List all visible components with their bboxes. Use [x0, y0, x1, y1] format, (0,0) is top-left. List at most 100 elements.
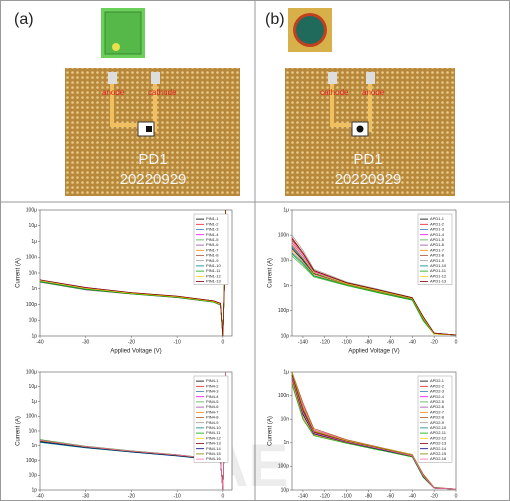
legend-label: PIN1-10 — [206, 263, 221, 268]
panel-label: (a) — [14, 11, 34, 28]
board-text: 20220929 — [120, 171, 187, 188]
x-tick-label: -10 — [174, 493, 181, 499]
board-text: 20220929 — [335, 171, 402, 188]
pin — [151, 72, 160, 84]
photo-label: cathode — [320, 88, 349, 97]
photo-label: anode — [362, 88, 385, 97]
y-tick-label: 1n — [31, 286, 37, 292]
y-tick-label: 1μ — [31, 239, 37, 245]
series-line — [291, 243, 457, 336]
y-tick-label: 1μ — [283, 369, 289, 375]
legend-label: PIN1-7 — [206, 247, 219, 252]
y-tick-label: 100μ — [26, 207, 37, 213]
legend-label: APD1-10 — [430, 263, 447, 268]
legend-label: APD1-7 — [430, 247, 445, 252]
y-axis-label: Current (A) — [16, 258, 22, 288]
y-axis-label: Current (A) — [16, 416, 22, 446]
legend-label: PIN4-14 — [206, 446, 221, 451]
y-tick-label: 1μ — [283, 207, 289, 213]
legend-label: APD1-2 — [430, 221, 445, 226]
legend-label: APD2-10 — [430, 425, 447, 430]
legend-label: APD2-8 — [430, 415, 445, 420]
y-tick-label: 10n — [29, 270, 38, 276]
y-tick-label: 10p — [29, 473, 38, 479]
legend-label: APD2-15 — [430, 451, 447, 456]
y-tick-label: 1n — [31, 443, 37, 449]
photo-label: anode — [102, 88, 125, 97]
x-tick-label: -20 — [431, 493, 438, 499]
legend-label: APD2-16 — [430, 456, 447, 461]
legend-label: PIN1-9 — [206, 258, 219, 263]
legend-label: PIN4-5 — [206, 399, 219, 404]
x-tick-label: -40 — [36, 339, 43, 345]
legend-label: APD1-1 — [430, 216, 445, 221]
x-tick-label: -10 — [174, 339, 181, 345]
y-tick-label: 100n — [26, 414, 37, 420]
x-tick-label: -60 — [387, 493, 394, 499]
legend-label: PIN4-9 — [206, 420, 219, 425]
pin — [328, 72, 337, 84]
y-tick-label: 100p — [26, 302, 37, 308]
y-tick-label: 100p — [278, 464, 289, 470]
legend-label: APD1-12 — [430, 273, 447, 278]
x-tick-label: -100 — [342, 339, 352, 345]
y-axis-label: Current (A) — [268, 258, 274, 288]
chip-area — [104, 11, 142, 55]
y-tick-label: 10n — [29, 428, 38, 434]
legend-label: PIN1-4 — [206, 232, 219, 237]
y-tick-label: 1p — [31, 487, 37, 493]
legend-label: PIN4-15 — [206, 451, 221, 456]
x-tick-label: -120 — [320, 493, 330, 499]
series-line — [291, 253, 457, 336]
legend-label: APD2-7 — [430, 409, 445, 414]
legend-label: APD2-9 — [430, 420, 445, 425]
y-tick-label: 100n — [278, 393, 289, 399]
photo-label: cathode — [148, 88, 177, 97]
legend-label: PIN4-3 — [206, 389, 219, 394]
legend-label: APD1-4 — [430, 232, 445, 237]
legend-label: APD1-9 — [430, 258, 445, 263]
legend-label: APD1-5 — [430, 237, 445, 242]
y-tick-label: 10n — [281, 417, 290, 423]
legend-label: PIN4-7 — [206, 409, 219, 414]
x-tick-label: -60 — [387, 339, 394, 345]
y-tick-label: 100n — [26, 255, 37, 261]
board-text: PD1 — [138, 151, 167, 168]
legend-label: PIN1-1 — [206, 216, 219, 221]
legend-label: PIN4-2 — [206, 383, 219, 388]
x-tick-label: -100 — [342, 493, 352, 499]
y-tick-label: 1p — [31, 333, 37, 339]
legend-label: PIN1-5 — [206, 237, 219, 242]
device — [356, 125, 364, 133]
legend-label: PIN1-2 — [206, 221, 219, 226]
legend-label: APD1-3 — [430, 227, 445, 232]
legend-label: PIN4-4 — [206, 394, 219, 399]
legend-label: PIN4-11 — [206, 430, 221, 435]
legend-label: APD1-6 — [430, 242, 445, 247]
y-tick-label: 1μ — [31, 399, 37, 405]
y-tick-label: 1n — [283, 440, 289, 446]
x-tick-label: -140 — [298, 493, 308, 499]
legend-label: PIN1-11 — [206, 268, 221, 273]
chip-pad — [112, 43, 120, 51]
legend-box — [417, 213, 453, 285]
y-tick-label: 10μ — [29, 384, 38, 390]
legend-label: PIN4-12 — [206, 435, 221, 440]
panel-label: (b) — [265, 11, 285, 28]
x-tick-label: -40 — [36, 493, 43, 499]
legend-box — [417, 375, 453, 463]
legend-label: APD2-13 — [430, 441, 447, 446]
x-tick-label: 0 — [221, 493, 224, 499]
y-tick-label: 10μ — [29, 223, 38, 229]
chip-area — [296, 16, 324, 44]
x-tick-label: -40 — [409, 493, 416, 499]
legend-label: PIN4-16 — [206, 456, 221, 461]
x-tick-label: 0 — [455, 339, 458, 345]
legend-label: PIN1-13 — [206, 279, 221, 284]
x-tick-label: -40 — [409, 339, 416, 345]
y-tick-label: 100p — [278, 308, 289, 314]
device — [146, 126, 152, 132]
legend-label: APD2-12 — [430, 435, 447, 440]
legend-label: APD2-4 — [430, 394, 445, 399]
